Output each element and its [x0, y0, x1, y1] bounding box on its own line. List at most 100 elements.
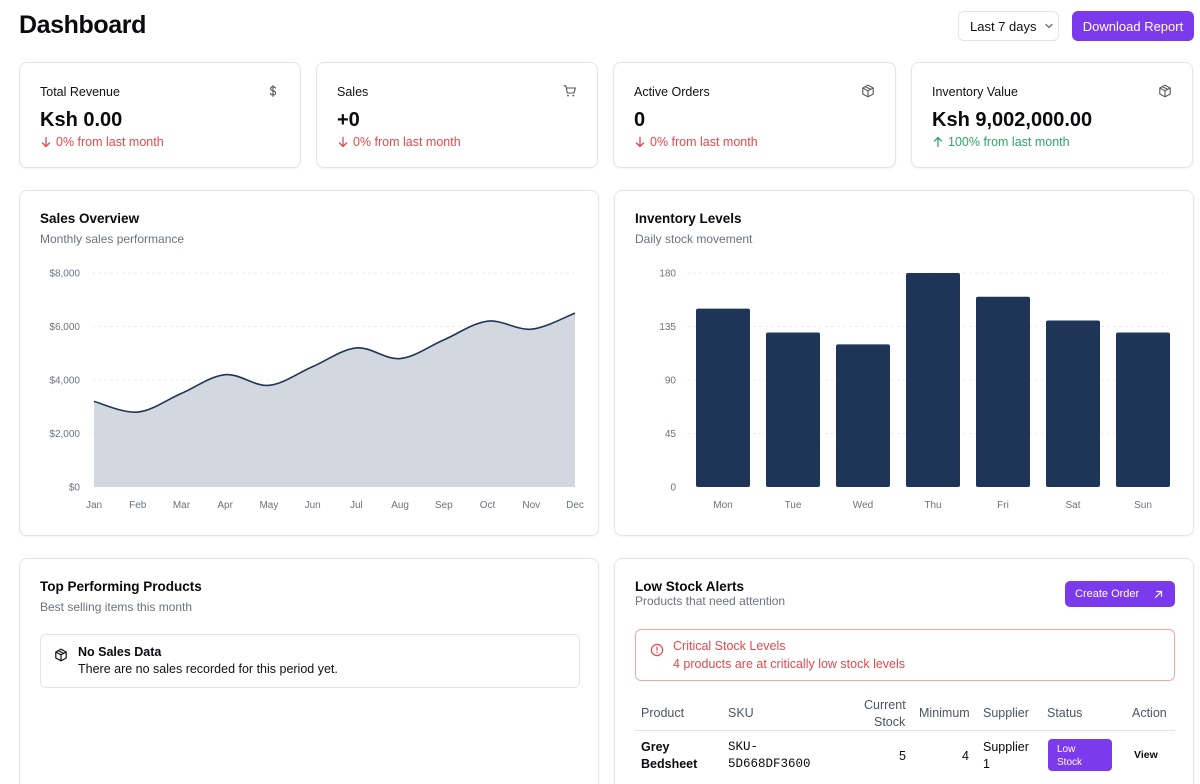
cart-icon [563, 85, 576, 97]
x-tick-label: Jun [305, 500, 321, 511]
stat-value: +0 [337, 109, 360, 131]
sales-overview-card: Sales Overview Monthly sales performance… [19, 190, 599, 536]
dollar-icon [269, 84, 277, 98]
arrow-up-right-icon [1155, 590, 1163, 598]
sales-area-chart: $0 $2,000 $4,000 $6,000 $8,000 Jan Feb Mar Apr Ma… [49, 269, 584, 512]
x-tick-label: May [259, 500, 278, 511]
card-title: Sales Overview [40, 211, 140, 226]
x-tick-label: Mar [173, 500, 191, 511]
cell-sku-line2: 5D668DF3600 [728, 757, 811, 771]
cell-supplier-line2: 1 [983, 757, 990, 771]
x-tick-label: Sun [1134, 500, 1152, 511]
alert-circle-icon [650, 643, 664, 657]
y-tick-label: $6,000 [49, 322, 80, 333]
inventory-bar [836, 344, 890, 487]
card-subtitle: Daily stock movement [635, 232, 753, 246]
stat-change-text: 100% from last month [948, 135, 1070, 149]
empty-state-title: No Sales Data [78, 645, 162, 659]
x-tick-label: Feb [129, 500, 147, 511]
cell-sku-line1: SKU- [728, 740, 759, 754]
column-header-status: Status [1047, 706, 1083, 720]
column-header-action: Action [1132, 706, 1167, 720]
stat-title: Active Orders [634, 85, 710, 99]
x-tick-label: Jul [350, 500, 363, 511]
stat-card-active-orders: Active Orders 0 0% from last month [613, 62, 896, 168]
empty-state: No Sales Data There are no sales recorde… [40, 634, 580, 688]
card-title: Inventory Levels [635, 211, 742, 226]
card-subtitle: Monthly sales performance [40, 232, 185, 246]
cell-supplier-line1: Supplier [983, 740, 1029, 754]
empty-state-text: There are no sales recorded for this per… [78, 662, 338, 676]
package-icon [55, 648, 67, 662]
column-header-current-stock-line1: Current [864, 698, 906, 712]
x-tick-label: Jan [86, 500, 102, 511]
arrow-up-icon [933, 136, 943, 148]
date-range-select[interactable]: Last 7 days [958, 11, 1059, 41]
card-title: Low Stock Alerts [635, 579, 745, 594]
y-tick-label: 0 [670, 483, 676, 494]
sales-series-line [93, 312, 576, 413]
alert-text: 4 products are at critically low stock l… [673, 657, 906, 671]
column-header-minimum: Minimum [919, 706, 970, 720]
date-range-label: Last 7 days [970, 18, 1037, 34]
stat-title: Inventory Value [932, 85, 1018, 99]
low-stock-card: Low Stock Alerts Products that need atte… [614, 558, 1194, 784]
x-tick-label: Apr [217, 500, 233, 511]
download-report-button[interactable]: Download Report [1072, 11, 1194, 41]
x-tick-label: Nov [522, 500, 540, 511]
package-icon [862, 84, 874, 98]
stat-change-text: 0% from last month [650, 135, 758, 149]
inventory-bar [906, 273, 960, 487]
alert-title: Critical Stock Levels [673, 639, 786, 653]
arrow-down-icon [338, 136, 348, 148]
card-subtitle: Best selling items this month [40, 600, 193, 614]
x-tick-label: Fri [997, 500, 1009, 511]
y-tick-label: 135 [659, 322, 676, 333]
x-tick-label: Dec [566, 500, 584, 511]
column-header-product: Product [641, 706, 685, 720]
inventory-levels-card: Inventory Levels Daily stock movement 0 4… [614, 190, 1194, 536]
x-tick-label: Aug [391, 500, 409, 511]
y-tick-label: 180 [659, 269, 676, 280]
y-tick-label: 90 [665, 376, 677, 387]
stat-change: 100% from last month [932, 135, 1070, 149]
y-tick-label: $4,000 [49, 376, 80, 387]
arrow-down-icon [635, 136, 645, 148]
cell-product-line1: Grey [641, 740, 670, 754]
stat-value: 0 [634, 109, 646, 131]
view-product-button[interactable]: View [1134, 749, 1158, 761]
x-tick-label: Tue [785, 500, 802, 511]
y-tick-label: 45 [665, 429, 677, 440]
inventory-bar [1116, 332, 1170, 487]
status-badge: Low Stock [1048, 739, 1112, 771]
x-tick-label: Thu [924, 500, 941, 511]
column-header-current-stock-line2: Stock [874, 715, 906, 729]
inventory-bar [1046, 320, 1100, 487]
arrow-down-icon [41, 136, 51, 148]
y-tick-label: $2,000 [49, 429, 80, 440]
cell-minimum: 4 [962, 749, 969, 763]
x-tick-label: Sat [1065, 500, 1080, 511]
card-subtitle: Products that need attention [635, 594, 786, 608]
table-divider [635, 730, 1175, 731]
header: Dashboard Last 7 days Download Report [0, 0, 1200, 54]
column-header-sku: SKU [728, 706, 754, 720]
stat-change-text: 0% from last month [56, 135, 164, 149]
stat-change-text: 0% from last month [353, 135, 461, 149]
stat-title: Sales [337, 85, 369, 99]
create-order-button[interactable]: Create Order [1065, 581, 1175, 607]
y-tick-label: $8,000 [49, 269, 80, 280]
status-badge-line1: Low [1057, 744, 1076, 755]
stat-card-sales: Sales +0 0% from last month [316, 62, 598, 168]
inventory-bar [696, 308, 750, 487]
x-tick-label: Oct [480, 500, 496, 511]
card-title: Top Performing Products [40, 579, 202, 594]
x-tick-label: Wed [853, 500, 873, 511]
critical-stock-alert: Critical Stock Levels 4 products are at … [635, 629, 1175, 681]
cell-current-stock: 5 [899, 749, 906, 763]
sales-area-fill [94, 313, 575, 487]
stat-change: 0% from last month [40, 135, 164, 149]
column-header-supplier: Supplier [983, 706, 1029, 720]
cell-product-line2: Bedsheet [641, 757, 698, 771]
stat-value: Ksh 9,002,000.00 [932, 109, 1093, 131]
